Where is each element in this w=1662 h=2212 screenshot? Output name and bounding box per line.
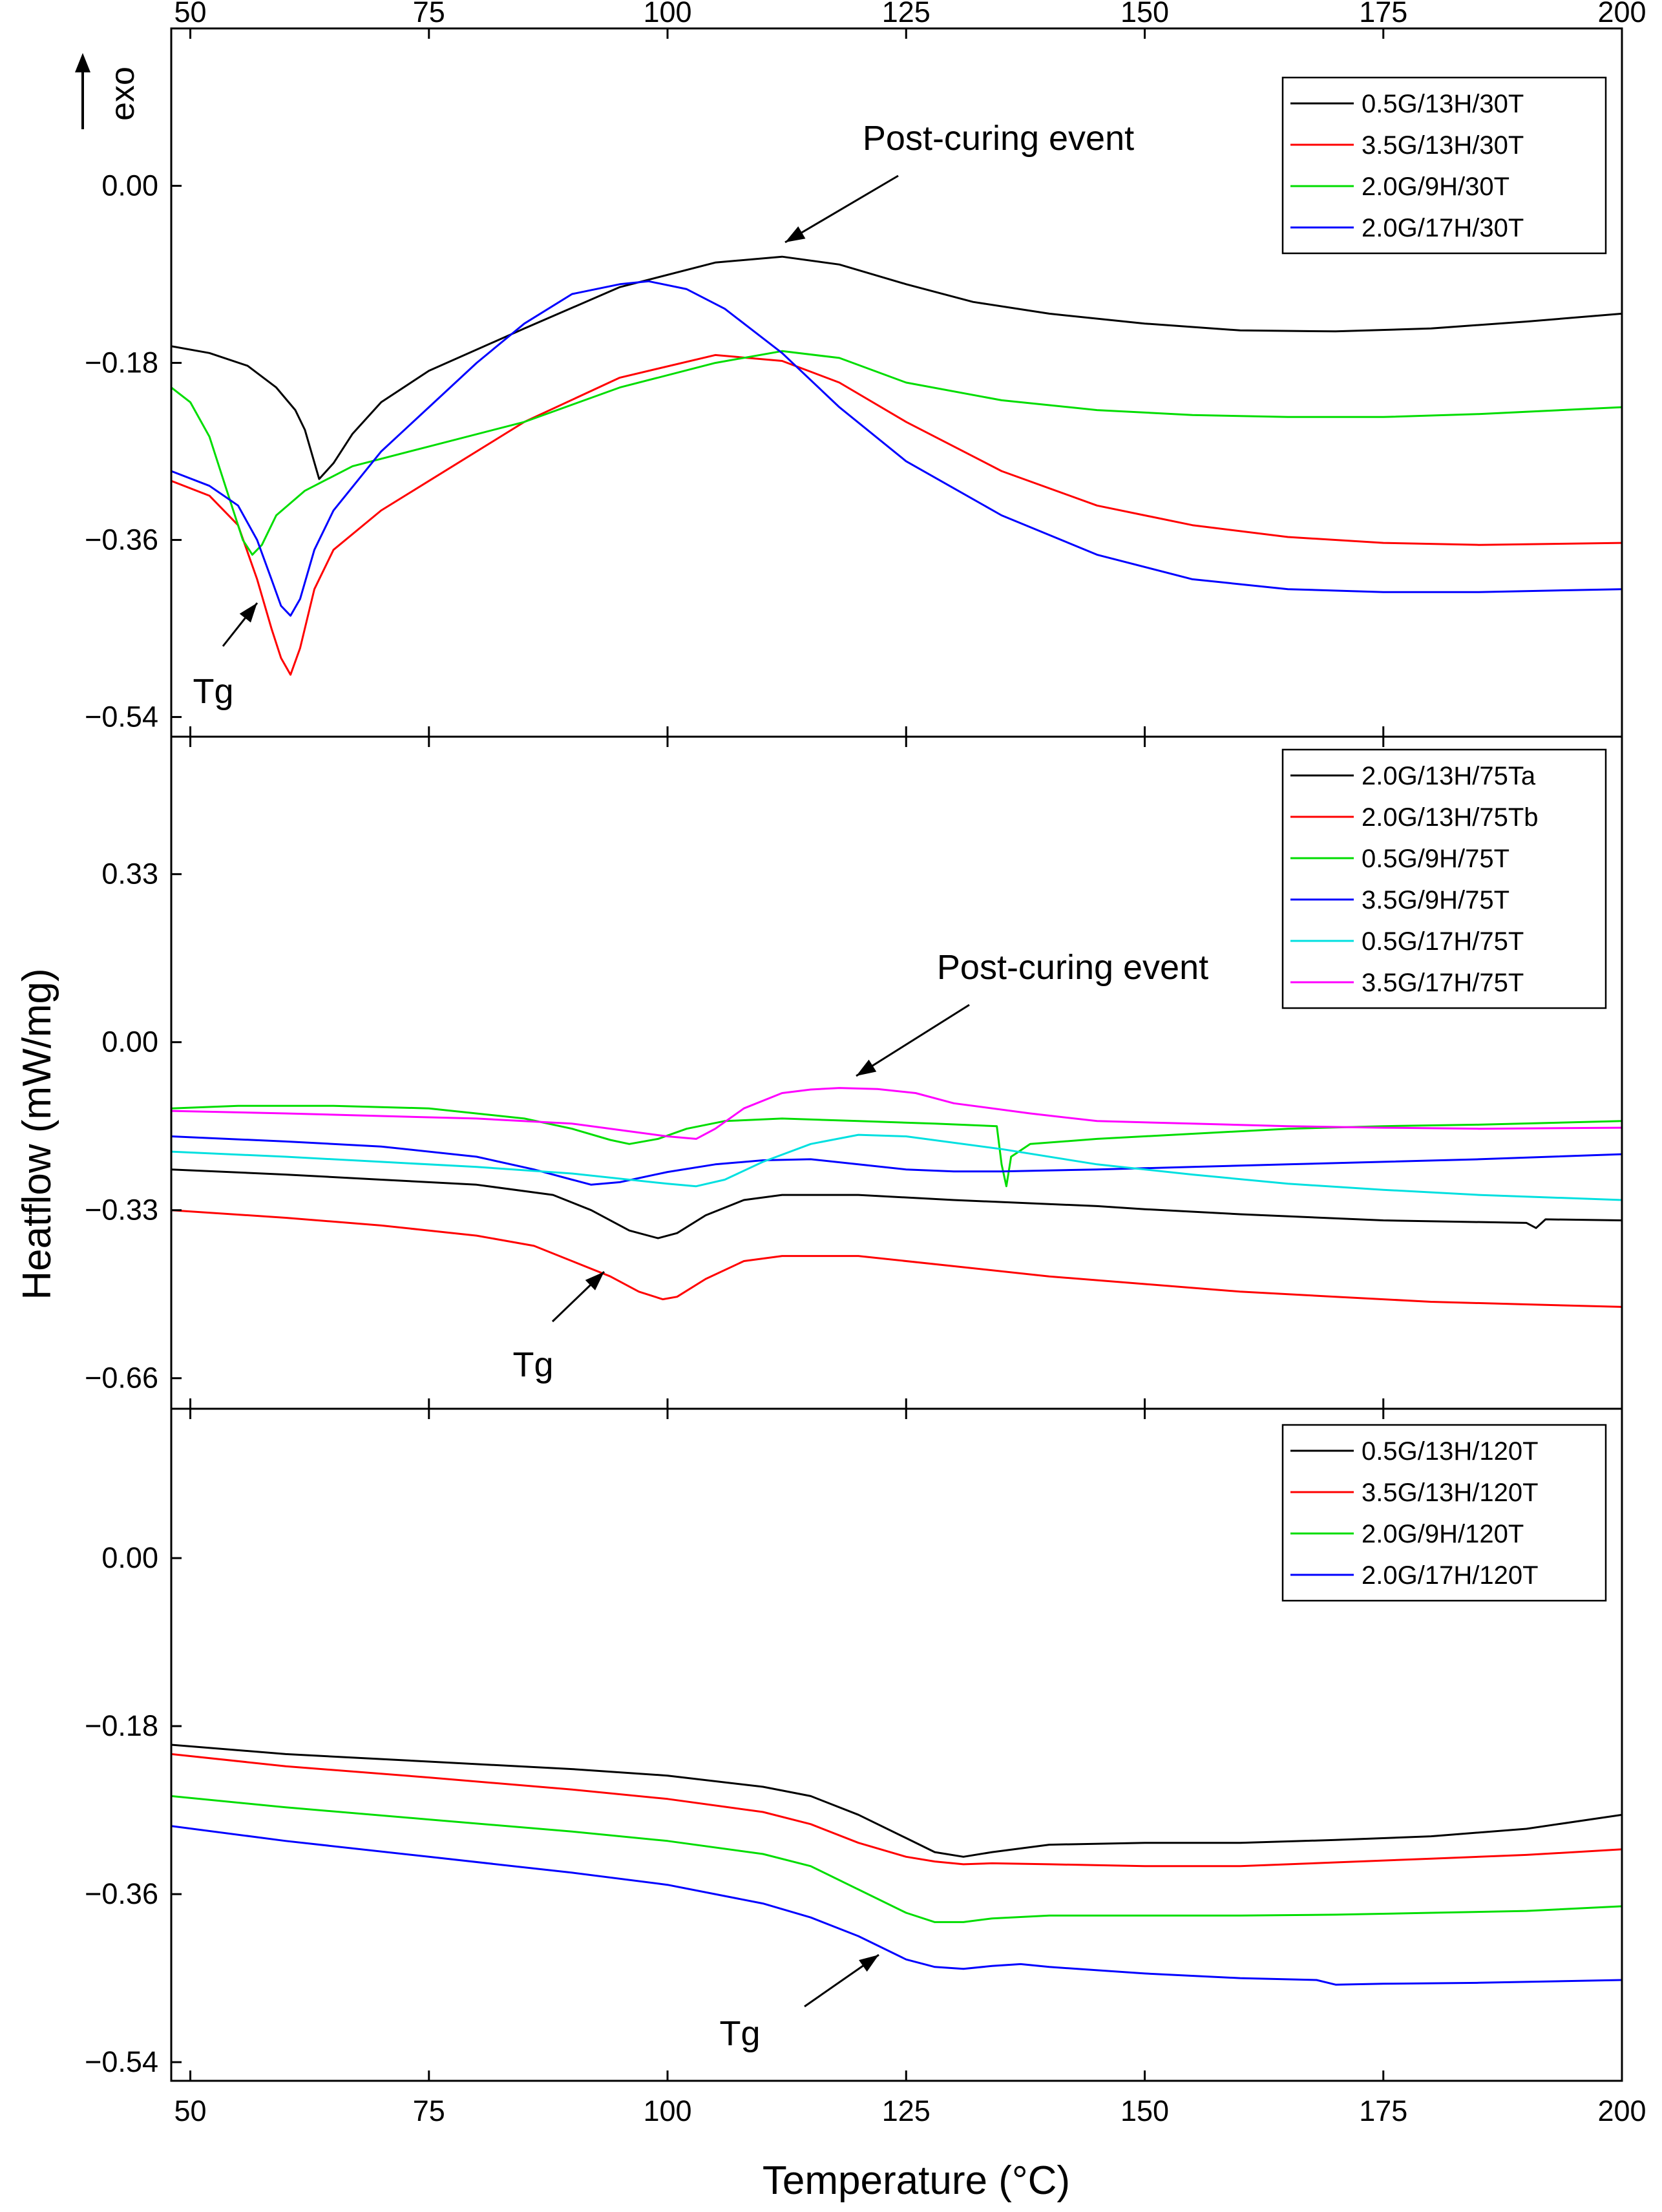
y-tick-label-bottom: −0.54 — [85, 2045, 158, 2078]
legend-label: 0.5G/9H/75T — [1362, 845, 1509, 873]
x-tick-label: 175 — [1359, 2094, 1407, 2127]
series-line-middle-5 — [171, 1087, 1622, 1140]
annotation-arrow — [784, 174, 899, 244]
annotation-arrowhead — [239, 603, 257, 623]
legend-top: 0.5G/13H/30T 3.5G/13H/30T 2.0G/9H/30T 2.0G/… — [1281, 76, 1607, 255]
x-tick-label-top: 50 — [174, 0, 207, 28]
legend-label: 0.5G/13H/120T — [1362, 1437, 1539, 1466]
legend-middle: 2.0G/13H/75Ta 2.0G/13H/75Tb 0.5G/9H/75T 3.5… — [1281, 748, 1607, 1009]
plot-frame-bottom — [170, 1407, 1623, 2082]
legend-label: 3.5G/13H/30T — [1362, 131, 1524, 160]
x-tick-label: 75 — [413, 2094, 445, 2127]
annotation-arrowhead — [785, 226, 806, 242]
series-line-top-3 — [171, 280, 1622, 617]
x-tick-label: 100 — [643, 2094, 691, 2127]
legend-label: 2.0G/13H/75Ta — [1362, 762, 1536, 790]
tg-annotation: Tg — [193, 672, 233, 711]
legend-box-middle — [1281, 748, 1607, 1009]
exo-arrowhead — [75, 53, 90, 72]
x-tick-label-top: 75 — [413, 0, 445, 28]
annotation-arrowhead — [859, 1955, 879, 1972]
x-tick-label: 150 — [1120, 2094, 1169, 2127]
y-tick-label-middle: 0.00 — [101, 1026, 158, 1059]
legend-label: 2.0G/17H/120T — [1362, 1561, 1539, 1590]
legend-label: 0.5G/13H/30T — [1362, 90, 1524, 118]
x-tick-label-top: 125 — [882, 0, 931, 28]
annotation-arrow — [856, 1004, 970, 1077]
y-tick-label-top: −0.36 — [85, 523, 158, 556]
series-line-middle-3 — [171, 1135, 1622, 1186]
x-tick-label-top: 200 — [1597, 0, 1646, 28]
post-curing-annotation: Post-curing event — [937, 948, 1208, 987]
legend-label: 2.0G/17H/30T — [1362, 214, 1524, 242]
x-tick-label: 200 — [1597, 2094, 1646, 2127]
series-line-middle-1 — [171, 1209, 1622, 1308]
annotation-arrowhead — [856, 1059, 877, 1076]
legend-box-top — [1281, 76, 1607, 255]
series-line-top-0 — [171, 255, 1622, 480]
post-curing-annotation: Post-curing event — [863, 119, 1134, 158]
legend-bottom: 0.5G/13H/120T 3.5G/13H/120T 2.0G/9H/120T 2.… — [1281, 1424, 1607, 1602]
y-tick-label-middle: −0.66 — [85, 1362, 158, 1395]
legend-box-bottom — [1281, 1424, 1607, 1602]
y-tick-label-top: 0.00 — [101, 169, 158, 202]
x-tick-label-top: 175 — [1359, 0, 1407, 28]
annotation-arrowhead — [585, 1272, 604, 1290]
tg-annotation: Tg — [719, 2014, 760, 2053]
legend-label: 3.5G/9H/75T — [1362, 886, 1509, 914]
legend-label: 2.0G/9H/30T — [1362, 173, 1509, 201]
y-tick-label-bottom: −0.36 — [85, 1877, 158, 1910]
exo-indicator: exo — [75, 53, 142, 129]
series-line-bottom-0 — [171, 1743, 1622, 1858]
series-line-top-2 — [171, 350, 1622, 556]
panel-bottom: 0.00 −0.18 −0.36 −0.54 50 75 100 125 150 175 200 0.… — [85, 1407, 1646, 2127]
y-tick-label-top: −0.54 — [85, 700, 158, 733]
exo-label: exo — [104, 67, 142, 121]
panel-top: 0.00 −0.18 −0.36 −0.54 50 75 100 125 150 175 200 0.… — [85, 0, 1646, 738]
series-line-middle-2 — [171, 1104, 1622, 1188]
x-tick-label: 125 — [882, 2094, 931, 2127]
x-tick-label-top: 150 — [1120, 0, 1169, 28]
series-line-middle-0 — [171, 1168, 1622, 1239]
series-line-bottom-2 — [171, 1795, 1622, 1923]
y-tick-label-bottom: −0.18 — [85, 1709, 158, 1742]
series-line-middle-4 — [171, 1133, 1622, 1201]
y-tick-label-middle: 0.33 — [101, 858, 158, 890]
y-axis-title: Heatflow (mW/mg) — [15, 968, 59, 1300]
tg-annotation: Tg — [512, 1345, 553, 1384]
y-tick-label-bottom: 0.00 — [101, 1541, 158, 1574]
y-tick-label-middle: −0.33 — [85, 1194, 158, 1227]
series-line-bottom-3 — [171, 1825, 1622, 1986]
x-tick-label: 50 — [174, 2094, 207, 2127]
legend-label: 2.0G/9H/120T — [1362, 1520, 1524, 1548]
x-tick-label-top: 100 — [643, 0, 691, 28]
y-tick-label-top: −0.18 — [85, 346, 158, 379]
x-axis-title: Temperature (°C) — [763, 2158, 1070, 2203]
legend-label: 2.0G/13H/75Tb — [1362, 803, 1539, 832]
series-line-bottom-1 — [171, 1753, 1622, 1868]
legend-label: 0.5G/17H/75T — [1362, 927, 1524, 956]
legend-label: 3.5G/17H/75T — [1362, 969, 1524, 997]
panel-middle: 0.330.00−0.33−0.662.0G/13H/75Ta2.0G/13H/… — [85, 735, 1623, 1410]
legend-label: 3.5G/13H/120T — [1362, 1479, 1539, 1507]
